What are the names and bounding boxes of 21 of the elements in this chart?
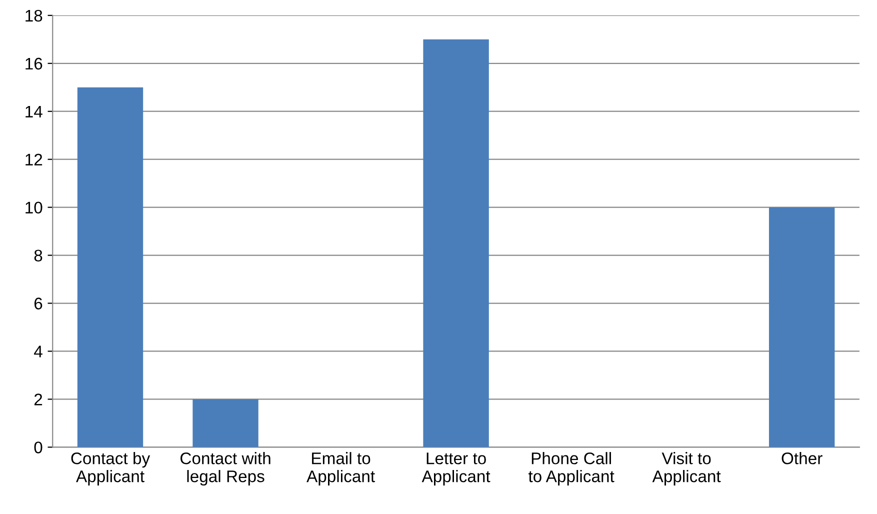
y-tick-label: 4 [34,346,42,358]
y-tick-label: 10 [26,202,42,214]
bar [423,39,489,448]
y-tick-label: 8 [34,250,42,262]
x-tick-label: Other [782,452,822,464]
x-tick-label: Letter to Applicant [422,452,490,486]
y-tick-label: 14 [26,106,42,118]
x-tick-label: Phone Call to Applicant [528,452,614,486]
bar [77,87,144,448]
x-tick-label: Visit to Applicant [652,452,721,486]
y-tick-label: 12 [26,154,42,166]
x-tick-label: Contact with legal Reps [180,452,270,486]
bar [768,207,835,448]
bar [192,399,258,448]
y-tick-label: 0 [34,442,42,454]
x-tick-label: Email to Applicant [306,452,375,486]
y-tick-label: 18 [26,10,42,22]
x-tick-label: Contact by Applicant [71,452,150,486]
y-tick-label: 6 [34,298,42,310]
y-tick-label: 2 [34,394,42,406]
y-tick-label: 16 [26,58,42,70]
